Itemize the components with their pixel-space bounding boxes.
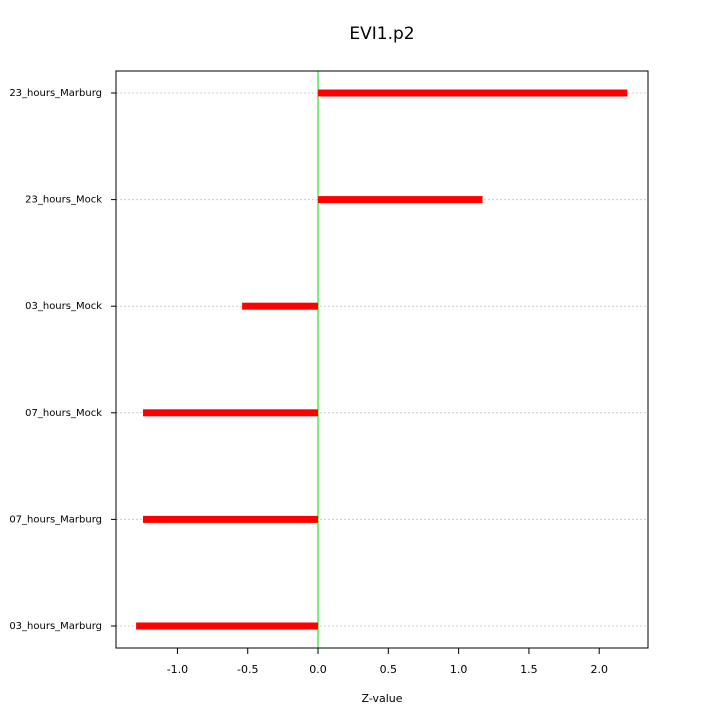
y-tick-label: 23_hours_Marburg <box>9 88 102 99</box>
x-tick-label: 0.5 <box>380 663 398 676</box>
x-tick-label: 1.0 <box>450 663 468 676</box>
y-tick-label: 23_hours_Mock <box>25 195 102 206</box>
x-tick-label: 0.0 <box>309 663 327 676</box>
x-tick-label: 2.0 <box>590 663 608 676</box>
x-tick-label: -1.0 <box>167 663 188 676</box>
y-tick-label: 07_hours_Marburg <box>9 514 102 525</box>
bar <box>142 409 319 417</box>
x-tick-label: -0.5 <box>237 663 258 676</box>
bar <box>136 622 319 630</box>
bar <box>142 515 319 523</box>
y-tick-label: 03_hours_Mock <box>25 301 102 312</box>
bar <box>318 196 483 204</box>
y-tick-label: 03_hours_Marburg <box>9 621 102 632</box>
plot-frame <box>115 70 649 649</box>
x-axis-label: Z-value <box>361 692 402 705</box>
y-tick-label: 07_hours_Mock <box>25 408 102 419</box>
bar <box>318 89 628 97</box>
x-tick-label: 1.5 <box>520 663 538 676</box>
chart-title: EVI1.p2 <box>349 24 414 44</box>
bar <box>242 302 319 310</box>
